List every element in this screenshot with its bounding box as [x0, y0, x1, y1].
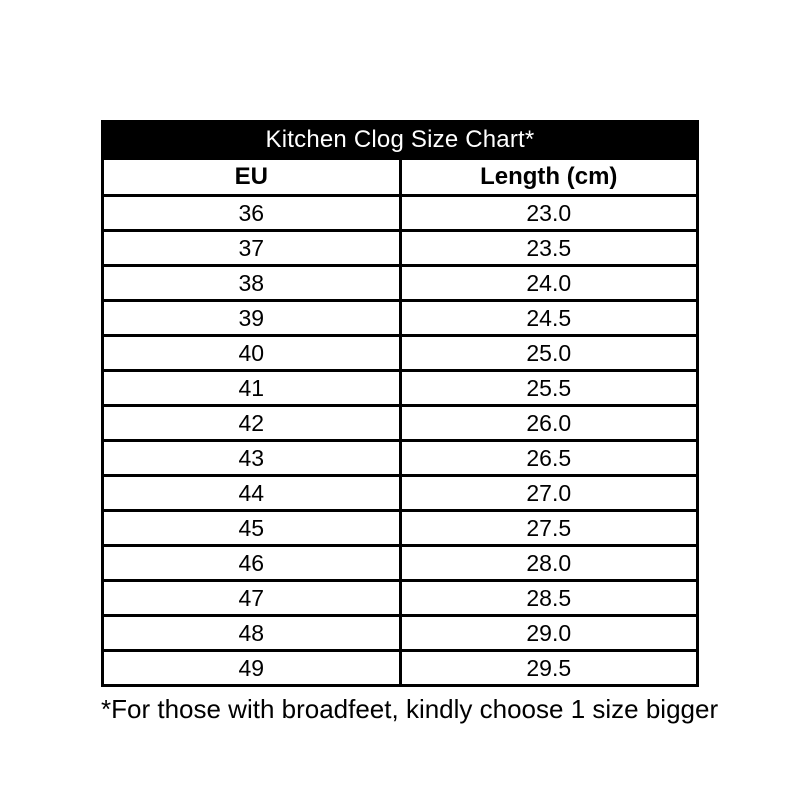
table-row: 38 24.0: [101, 264, 699, 302]
eu-size-cell: 43: [101, 439, 402, 477]
eu-size-cell: 44: [101, 474, 402, 512]
length-cm-cell: 27.0: [398, 474, 699, 512]
eu-size-cell: 48: [101, 614, 402, 652]
table-row: 43 26.5: [101, 439, 699, 477]
table-title-row: Kitchen Clog Size Chart*: [101, 120, 699, 160]
eu-size-cell: 39: [101, 299, 402, 337]
column-header-eu: EU: [101, 157, 402, 197]
footnote-text: *For those with broadfeet, kindly choose…: [101, 694, 719, 724]
length-cm-cell: 29.5: [398, 649, 699, 687]
eu-size-cell: 38: [101, 264, 402, 302]
eu-size-cell: 45: [101, 509, 402, 547]
length-cm-cell: 28.5: [398, 579, 699, 617]
table-header-row: EU Length (cm): [101, 157, 699, 197]
eu-size-cell: 36: [101, 194, 402, 232]
eu-size-cell: 40: [101, 334, 402, 372]
eu-size-cell: 49: [101, 649, 402, 687]
size-table-head: Kitchen Clog Size Chart* EU Length (cm): [101, 120, 699, 197]
length-cm-cell: 24.0: [398, 264, 699, 302]
table-row: 37 23.5: [101, 229, 699, 267]
size-table-body: 36 23.0 37 23.5 38 24.0 39 24.5 40 25.0 41 25.5 42 26…: [101, 194, 699, 687]
table-row: 41 25.5: [101, 369, 699, 407]
column-header-length: Length (cm): [398, 157, 699, 197]
table-title: Kitchen Clog Size Chart*: [101, 120, 699, 160]
length-cm-cell: 28.0: [398, 544, 699, 582]
eu-size-cell: 47: [101, 579, 402, 617]
table-row: 42 26.0: [101, 404, 699, 442]
table-row: 47 28.5: [101, 579, 699, 617]
length-cm-cell: 24.5: [398, 299, 699, 337]
table-row: 48 29.0: [101, 614, 699, 652]
length-cm-cell: 23.5: [398, 229, 699, 267]
eu-size-cell: 46: [101, 544, 402, 582]
eu-size-cell: 42: [101, 404, 402, 442]
length-cm-cell: 25.5: [398, 369, 699, 407]
length-cm-cell: 26.0: [398, 404, 699, 442]
length-cm-cell: 25.0: [398, 334, 699, 372]
table-row: 39 24.5: [101, 299, 699, 337]
length-cm-cell: 29.0: [398, 614, 699, 652]
length-cm-cell: 27.5: [398, 509, 699, 547]
table-row: 49 29.5: [101, 649, 699, 687]
eu-size-cell: 37: [101, 229, 402, 267]
size-chart: Kitchen Clog Size Chart* EU Length (cm) …: [101, 120, 719, 725]
table-row: 36 23.0: [101, 194, 699, 232]
table-row: 40 25.0: [101, 334, 699, 372]
size-table: Kitchen Clog Size Chart* EU Length (cm) …: [101, 120, 699, 687]
table-row: 44 27.0: [101, 474, 699, 512]
length-cm-cell: 26.5: [398, 439, 699, 477]
length-cm-cell: 23.0: [398, 194, 699, 232]
table-row: 46 28.0: [101, 544, 699, 582]
table-row: 45 27.5: [101, 509, 699, 547]
eu-size-cell: 41: [101, 369, 402, 407]
